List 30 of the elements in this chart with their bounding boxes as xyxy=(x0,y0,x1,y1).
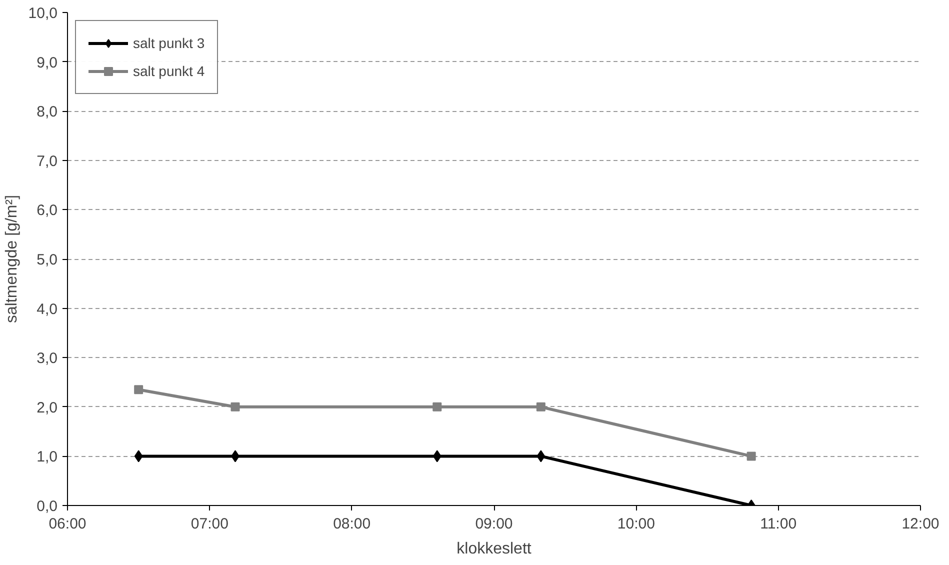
x-tick-label: 06:00 xyxy=(48,516,86,532)
y-tick-label: 1,0 xyxy=(36,448,58,466)
y-tick-label: 10,0 xyxy=(28,5,58,22)
y-tick-label: 5,0 xyxy=(36,252,58,268)
legend-label: salt punkt 4 xyxy=(133,63,205,79)
point xyxy=(536,402,546,412)
x-tick-label: 08:00 xyxy=(333,516,371,532)
x-tick-label: 07:00 xyxy=(190,516,228,532)
x-tick-label: 11:00 xyxy=(760,516,797,532)
x-tick-label: 09:00 xyxy=(475,516,513,532)
point xyxy=(134,450,143,462)
y-tick-label: 8,0 xyxy=(36,104,58,121)
y-tick-label: 6,0 xyxy=(36,202,58,220)
x-tick-label: 12:00 xyxy=(902,516,940,532)
point xyxy=(536,450,546,462)
point xyxy=(432,402,442,412)
legend-label: salt punkt 3 xyxy=(133,35,205,51)
y-tick-label: 3,0 xyxy=(36,350,58,368)
y-tick-label: 4,0 xyxy=(36,300,58,318)
x-axis-title: klokkeslett xyxy=(456,540,532,558)
y-axis-title: saltmengde [g/m²] xyxy=(3,194,20,324)
point xyxy=(134,385,144,394)
point xyxy=(230,402,240,412)
y-tick-label: 9,0 xyxy=(36,54,58,72)
y-tick-label: 2,0 xyxy=(36,399,58,416)
point xyxy=(746,452,756,461)
point xyxy=(432,450,442,462)
y-tick-label: 7,0 xyxy=(36,152,58,170)
y-tick-label: 0,0 xyxy=(36,498,58,515)
x-tick-label: 10:00 xyxy=(617,516,655,532)
